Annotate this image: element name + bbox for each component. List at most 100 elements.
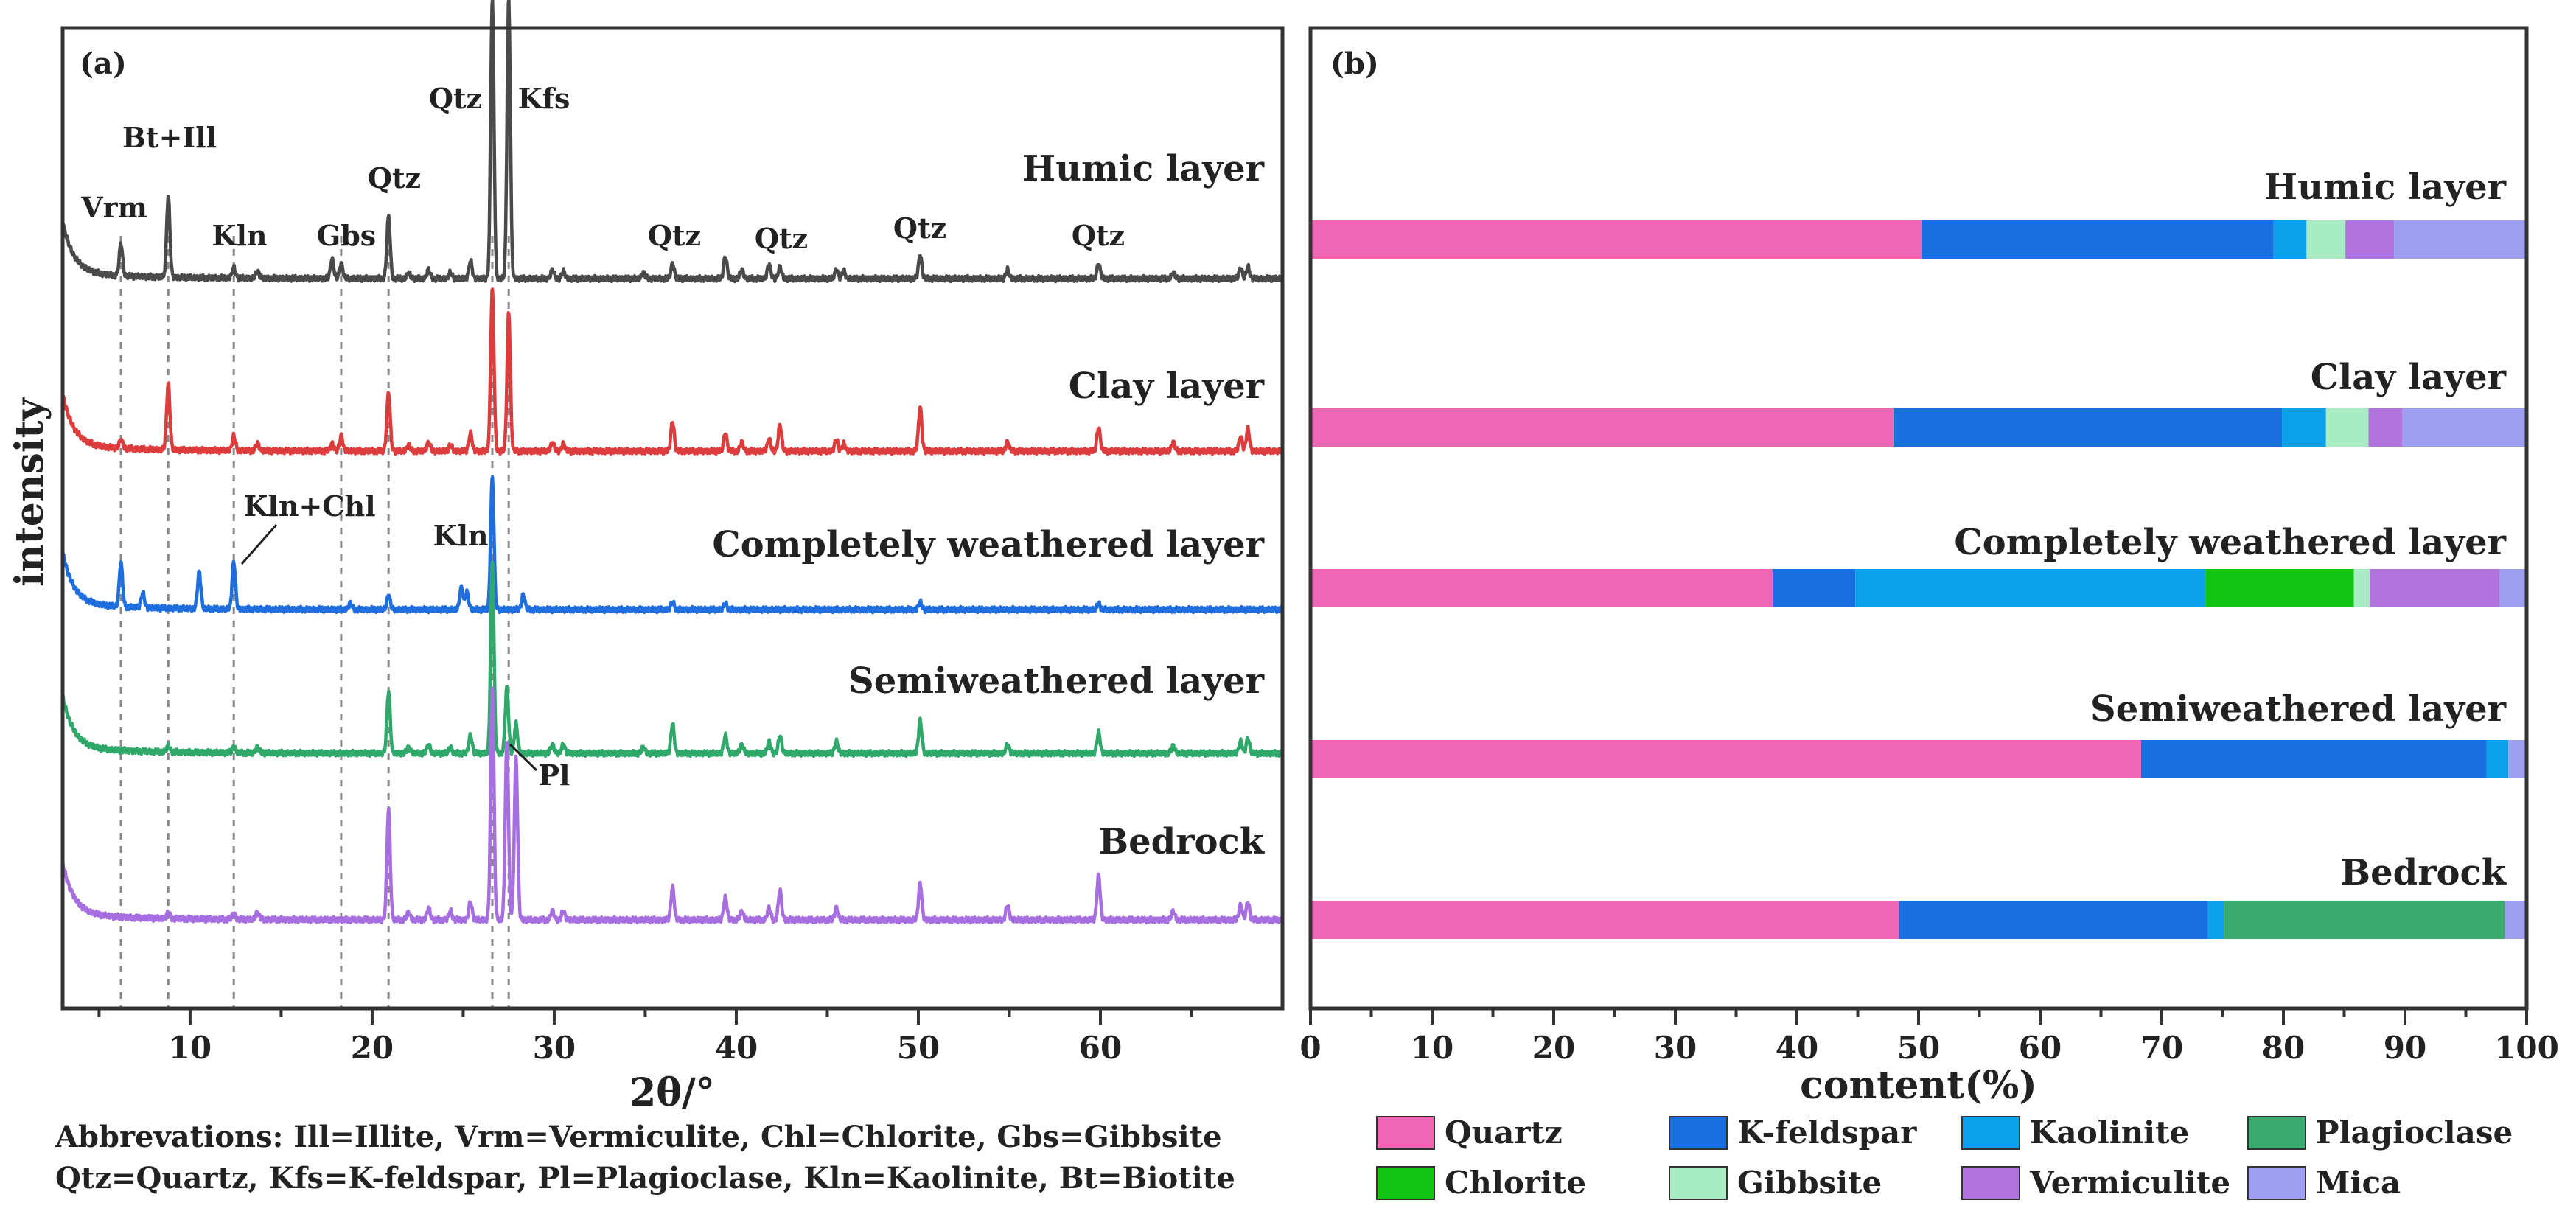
bar-segment — [2370, 569, 2500, 607]
x-tick-label: 70 — [2140, 1030, 2183, 1066]
xrd-curve — [63, 561, 1282, 758]
bar-segment — [2345, 220, 2395, 259]
x-tick-label: 60 — [1079, 1030, 1122, 1066]
legend-item: K-feldspar — [1669, 1114, 1917, 1151]
xrd-layer-label: Bedrock — [1099, 821, 1266, 862]
legend-swatch — [1669, 1166, 1728, 1200]
bar-segment — [2140, 740, 2487, 778]
x-tick-label: 50 — [1897, 1030, 1940, 1066]
peak-annotation: Qtz — [755, 222, 808, 255]
legend-label: Vermiculite — [2029, 1165, 2230, 1201]
bar-segment — [1773, 569, 1856, 607]
peak-annotation: Vrm — [80, 191, 147, 224]
mineral-content-panel: 0 10 20 30 40 50 60 70 80 90 100 Humic layer Clay l… — [1299, 26, 2559, 1108]
bar-segment — [1310, 901, 1899, 939]
xrd-y-axis-label: intensity — [7, 397, 52, 587]
panel-label-b: (b) — [1330, 46, 1379, 81]
x-tick-label: 0 — [1299, 1030, 1321, 1066]
xrd-layer-labels: Humic layer Clay layer Completely weathere… — [712, 148, 1265, 862]
legend-item: Quartz — [1376, 1114, 1563, 1151]
xrd-peak-annotations: Vrm Bt+Ill Kln Gbs Qtz Qtz Kfs Qtz Qtz Qtz Qtz Kln+… — [80, 82, 1125, 792]
xrd-curves — [63, 0, 1282, 925]
bar-segment — [2353, 569, 2370, 607]
legend-swatch — [1961, 1116, 2020, 1150]
xrd-curve — [63, 475, 1282, 615]
peak-annotation: Qtz — [1072, 219, 1125, 252]
bar-segment — [2499, 569, 2527, 607]
bar-category-label: Bedrock — [2341, 852, 2507, 893]
legend-label: K-feldspar — [1737, 1114, 1917, 1151]
xrd-x-ticks: 10 20 30 40 50 60 — [97, 1008, 1193, 1066]
legend-swatch — [1961, 1166, 2020, 1200]
xrd-curve — [63, 287, 1282, 456]
xrd-plot-frame — [60, 26, 1285, 1011]
bar-category-label: Completely weathered layer — [1954, 522, 2506, 563]
x-tick-label: 90 — [2384, 1030, 2426, 1066]
legend: Quartz K-feldspar Kaolinite Plagioclase Chlo… — [1376, 1114, 2513, 1201]
xrd-layer-label: Semiweathered layer — [848, 660, 1265, 702]
legend-swatch — [1376, 1166, 1435, 1200]
legend-item: Kaolinite — [1961, 1114, 2189, 1151]
x-tick-label: 80 — [2262, 1030, 2305, 1066]
legend-swatch — [2247, 1116, 2306, 1150]
peak-annotation: Kln — [433, 519, 488, 552]
x-tick-label: 20 — [1532, 1030, 1575, 1066]
peak-annotation: Bt+Ill — [122, 121, 217, 154]
peak-annotation: Pl — [538, 758, 570, 792]
bar-segment — [1894, 408, 2283, 447]
bar-segment — [2325, 408, 2369, 447]
abbreviations-line-1: Abbrevations: Ill=Illite, Vrm=Vermiculit… — [55, 1120, 1222, 1154]
x-tick-label: 50 — [897, 1030, 940, 1066]
legend-label: Quartz — [1445, 1114, 1563, 1151]
bar-category-labels: Humic layer Clay layer Completely weathere… — [1954, 167, 2507, 893]
annotation-leader — [509, 743, 538, 772]
peak-annotation: Kln+Chl — [243, 489, 375, 523]
x-tick-label: 10 — [169, 1030, 212, 1066]
legend-item: Mica — [2247, 1165, 2401, 1201]
bar-category-label: Humic layer — [2264, 167, 2507, 208]
bar-segment — [2505, 901, 2527, 939]
legend-label: Mica — [2316, 1165, 2401, 1201]
bar-segment — [2207, 901, 2224, 939]
legend-label: Gibbsite — [1737, 1165, 1882, 1201]
x-tick-label: 40 — [1776, 1030, 1818, 1066]
bar-segment — [1899, 901, 2208, 939]
bar-segment — [1310, 740, 2141, 778]
bar-category-label: Semiweathered layer — [2090, 688, 2507, 730]
xrd-curve — [63, 0, 1282, 284]
panel-label-a: (a) — [80, 46, 127, 81]
legend-item: Plagioclase — [2247, 1114, 2513, 1151]
legend-item: Chlorite — [1376, 1165, 1586, 1201]
bar-segment — [2306, 220, 2346, 259]
peak-annotation: Gbs — [317, 219, 376, 252]
legend-label: Kaolinite — [2030, 1114, 2189, 1151]
x-tick-label: 30 — [533, 1030, 576, 1066]
abbreviations-note: Abbrevations: Ill=Illite, Vrm=Vermiculit… — [55, 1120, 1235, 1196]
bar-segment — [2224, 901, 2505, 939]
bar-segment — [2402, 408, 2527, 447]
legend-swatch — [1669, 1116, 1728, 1150]
peak-annotation: Kfs — [518, 82, 570, 115]
bar-segment — [1310, 220, 1922, 259]
bar-segment — [2486, 740, 2509, 778]
peak-annotation: Qtz — [648, 219, 701, 252]
xrd-layer-label: Clay layer — [1069, 366, 1265, 407]
bar-segment — [1310, 569, 1773, 607]
bar-category-label: Clay layer — [2311, 357, 2507, 398]
legend-label: Plagioclase — [2316, 1114, 2513, 1151]
bar-x-ticks: 0 10 20 30 40 50 60 70 80 90 100 — [1299, 1008, 2559, 1066]
bar-segment — [2205, 569, 2354, 607]
bar-segment — [1855, 569, 2206, 607]
stacked-bars — [1310, 220, 2527, 939]
x-tick-label: 60 — [2019, 1030, 2062, 1066]
xrd-layer-label: Completely weathered layer — [712, 524, 1264, 565]
bar-segment — [2273, 220, 2307, 259]
bar-segment — [2368, 408, 2403, 447]
legend-swatch — [1376, 1116, 1435, 1150]
legend-swatch — [2247, 1166, 2306, 1200]
xrd-layer-label: Humic layer — [1022, 148, 1265, 189]
peak-annotation: Qtz — [893, 212, 946, 245]
x-tick-label: 40 — [715, 1030, 758, 1066]
bar-segment — [2282, 408, 2326, 447]
